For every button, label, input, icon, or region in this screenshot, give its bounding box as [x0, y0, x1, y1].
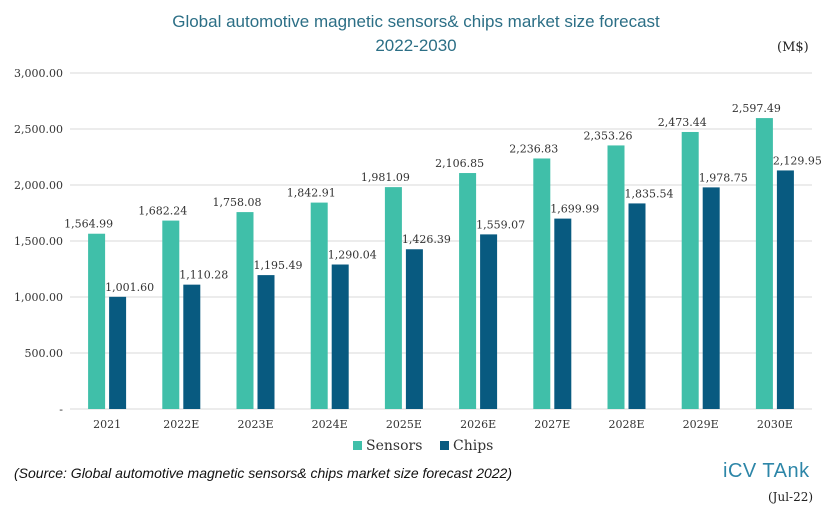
- chips-data-label: 2,129.95: [773, 154, 822, 167]
- chips-data-label: 1,699.99: [550, 203, 599, 216]
- chips-data-label: 1,835.54: [625, 187, 674, 200]
- sensors-bar: [88, 233, 106, 409]
- x-tick-label: 2027E: [534, 418, 570, 431]
- sensors-data-label: 2,236.83: [509, 142, 558, 155]
- chips-bar: [480, 234, 498, 409]
- chips-bar: [183, 284, 201, 409]
- y-tick-label: -: [59, 403, 63, 416]
- source-note: (Source: Global automotive magnetic sens…: [14, 465, 513, 481]
- chips-data-label: 1,001.60: [105, 281, 154, 294]
- x-tick-label: 2022E: [163, 418, 199, 431]
- chips-bar: [554, 218, 572, 409]
- chips-bar: [702, 187, 720, 409]
- sensors-bar: [162, 220, 180, 409]
- y-tick-label: 2,000.00: [14, 179, 63, 192]
- chips-data-label: 1,195.49: [254, 259, 303, 272]
- x-tick-label: 2023E: [237, 418, 273, 431]
- chips-data-label: 1,110.28: [179, 269, 228, 282]
- y-tick-label: 3,000.00: [14, 67, 63, 80]
- legend-swatch-sensors: [353, 441, 362, 450]
- sensors-bar: [384, 187, 402, 409]
- y-tick-label: 1,500.00: [14, 235, 63, 248]
- chips-data-label: 1,559.07: [476, 218, 525, 231]
- sensors-data-label: 2,353.26: [584, 129, 633, 142]
- x-tick-label: 2026E: [460, 418, 496, 431]
- sensors-data-label: 1,758.08: [213, 196, 262, 209]
- sensors-bar: [755, 118, 773, 410]
- chart-title-line2: 2022-2030: [375, 36, 457, 55]
- x-tick-label: 2028E: [608, 418, 644, 431]
- chart-title-line1: Global automotive magnetic sensors& chip…: [172, 12, 660, 31]
- sensors-data-label: 2,106.85: [435, 157, 484, 170]
- chips-data-label: 1,426.39: [402, 233, 451, 246]
- x-tick-label: 2029E: [683, 418, 719, 431]
- sensors-data-label: 1,981.09: [361, 171, 410, 184]
- chips-bar: [109, 296, 127, 409]
- chips-bar: [776, 170, 794, 409]
- sensors-data-label: 1,682.24: [138, 205, 187, 218]
- x-tick-label: 2025E: [386, 418, 422, 431]
- date-note: (Jul-22): [768, 490, 814, 504]
- sensors-bar: [681, 131, 699, 409]
- chips-data-label: 1,978.75: [699, 171, 748, 184]
- unit-label: (M$): [777, 40, 809, 55]
- x-tick-label: 2024E: [312, 418, 348, 431]
- y-tick-label: 500.00: [25, 347, 64, 360]
- chips-bar: [257, 275, 275, 409]
- legend-swatch-chips: [440, 441, 449, 450]
- sensors-bar: [533, 158, 551, 409]
- sensors-bar: [236, 212, 254, 409]
- legend-label-chips: Chips: [453, 438, 493, 454]
- chips-data-label: 1,290.04: [328, 249, 377, 262]
- y-tick-label: 1,000.00: [14, 291, 63, 304]
- sensors-bar: [310, 202, 328, 409]
- y-tick-label: 2,500.00: [14, 123, 63, 136]
- sensors-data-label: 2,597.49: [732, 102, 781, 115]
- chips-bar: [405, 249, 423, 409]
- legend-label-sensors: Sensors: [366, 438, 422, 454]
- sensors-data-label: 1,842.91: [287, 187, 336, 200]
- sensors-data-label: 2,473.44: [658, 116, 707, 129]
- sensors-data-label: 1,564.99: [64, 218, 113, 231]
- sensors-bar: [459, 173, 477, 409]
- chips-bar: [628, 203, 646, 409]
- chips-bar: [331, 264, 349, 409]
- sensors-bar: [607, 145, 625, 409]
- x-tick-label: 2021: [93, 418, 121, 431]
- x-tick-label: 2030E: [757, 418, 793, 431]
- brand-logo: iCV TAnk: [723, 460, 810, 482]
